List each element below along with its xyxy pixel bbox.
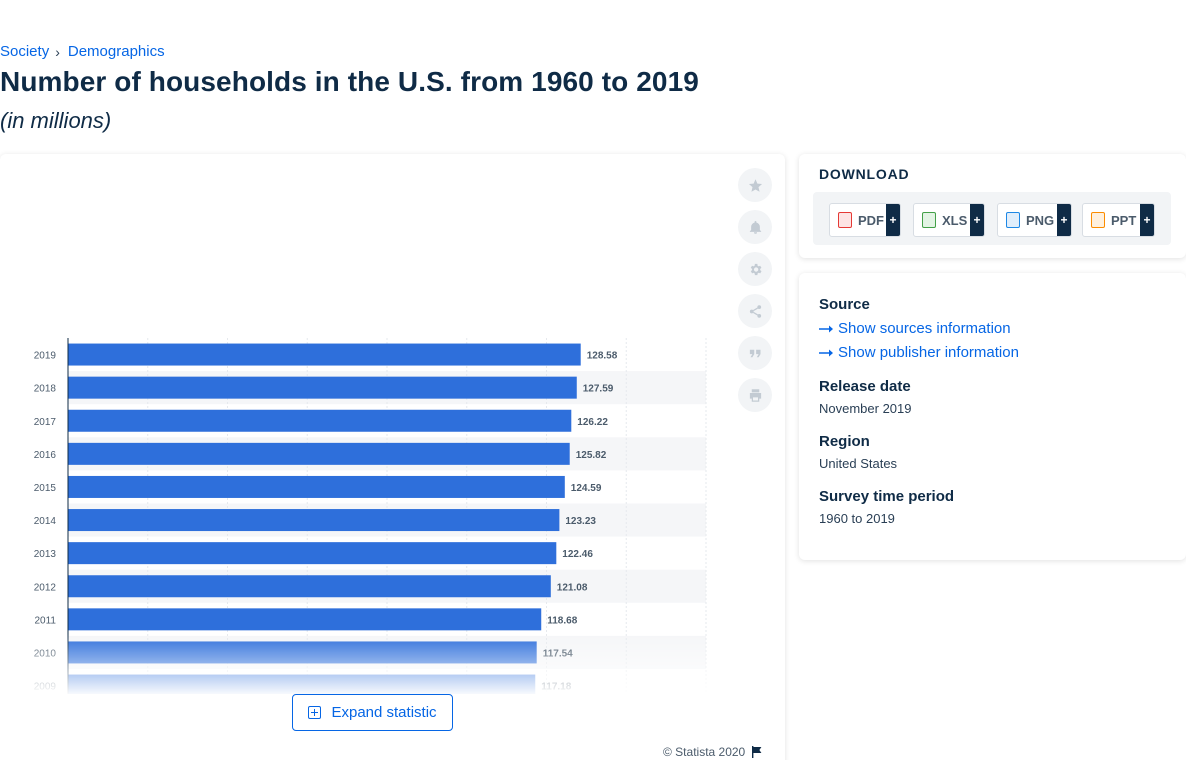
bar: [68, 674, 536, 694]
show-publisher-label: Show publisher information: [838, 344, 1019, 361]
star-icon: [748, 178, 762, 192]
plus-square-icon: [308, 706, 322, 719]
breadcrumb-separator: ›: [55, 43, 60, 60]
category-label: 2014: [34, 516, 57, 527]
bell-icon: [749, 220, 761, 234]
data-label: 128.58: [587, 351, 618, 362]
xls-file-icon: [922, 212, 936, 228]
download-title: DOWNLOAD: [819, 166, 910, 182]
category-label: 2019: [34, 351, 57, 362]
category-label: 2012: [34, 582, 57, 593]
bar: [68, 343, 581, 366]
download-pdf-plus: +: [886, 204, 900, 236]
data-label: 117.18: [541, 682, 571, 693]
arrow-right-icon: [819, 349, 833, 356]
bar: [68, 376, 577, 399]
category-label: 2013: [34, 549, 57, 560]
page-subtitle: (in millions): [0, 108, 112, 133]
data-label: 124.59: [571, 483, 602, 494]
breadcrumb: Society › Demographics: [0, 43, 165, 60]
category-label: 2017: [34, 417, 57, 428]
copyright-text: © Statista 2020: [663, 745, 746, 759]
png-file-icon: [1006, 212, 1020, 228]
release-date-heading: Release date: [819, 378, 911, 395]
category-label: 2011: [34, 615, 56, 626]
quote-icon: [749, 349, 760, 357]
category-label: 2016: [34, 450, 57, 461]
bar: [68, 608, 542, 631]
bar-chart: 2019 128.58 2018 127.59 2017 126.22 2016 125.82…: [34, 338, 707, 694]
survey-period-value: 1960 to 2019: [819, 511, 895, 526]
gear-icon: [750, 263, 761, 275]
data-label: 127.59: [583, 384, 614, 395]
share-icon: [749, 304, 761, 318]
download-xls-button[interactable]: XLS +: [913, 203, 985, 237]
page-title: Number of households in the U.S. from 19…: [0, 66, 699, 97]
show-publisher-link[interactable]: Show publisher information: [819, 344, 1019, 361]
bar: [68, 409, 572, 432]
download-png-plus: +: [1057, 204, 1071, 236]
statistic-info-card: Source Show sources information Show pub…: [799, 273, 1186, 560]
download-png-button[interactable]: PNG +: [997, 203, 1072, 237]
data-label: 122.46: [562, 549, 593, 560]
data-label: 126.22: [577, 417, 608, 428]
download-bar: PDF + XLS + PNG + PPT +: [813, 192, 1171, 245]
breadcrumb-demographics[interactable]: Demographics: [67, 43, 165, 60]
chart-card: 2019 128.58 2018 127.59 2017 126.22 2016 125.82…: [0, 154, 785, 760]
bar: [68, 542, 557, 565]
download-xls-plus: +: [970, 204, 984, 236]
data-label: 125.82: [576, 450, 607, 461]
data-label: 121.08: [557, 582, 588, 593]
ppt-file-icon: [1091, 212, 1105, 228]
region-value: United States: [819, 456, 898, 471]
notification-button[interactable]: [738, 210, 772, 244]
download-ppt-button[interactable]: PPT +: [1082, 203, 1155, 237]
chart-toolbar: [738, 168, 772, 420]
release-date-value: November 2019: [819, 401, 912, 416]
arrow-right-icon: [819, 325, 833, 332]
data-label: 118.68: [547, 615, 577, 626]
survey-period-heading: Survey time period: [819, 488, 955, 505]
print-icon: [749, 388, 761, 402]
show-sources-link[interactable]: Show sources information: [819, 320, 1011, 337]
expand-statistic-button[interactable]: Expand statistic: [292, 694, 453, 731]
download-png-label: PNG: [1026, 212, 1055, 228]
category-label: 2015: [34, 483, 57, 494]
citation-button[interactable]: [738, 336, 772, 370]
bar: [68, 475, 565, 498]
expand-statistic-label: Expand statistic: [331, 704, 437, 721]
data-label: 123.23: [565, 516, 596, 527]
category-label: 2018: [34, 384, 57, 395]
print-button[interactable]: [738, 378, 772, 412]
download-ppt-label: PPT: [1111, 212, 1137, 228]
breadcrumb-society[interactable]: Society: [0, 43, 50, 60]
bar: [68, 575, 551, 598]
region-heading: Region: [819, 433, 870, 450]
download-ppt-plus: +: [1140, 204, 1154, 236]
bar: [68, 509, 560, 532]
download-pdf-label: PDF: [858, 212, 884, 228]
download-card: DOWNLOAD PDF + XLS + PNG + PPT +: [799, 154, 1186, 258]
flag-icon[interactable]: [751, 746, 763, 758]
category-label: 2009: [34, 682, 57, 693]
data-label: 117.54: [543, 648, 573, 659]
share-button[interactable]: [738, 294, 772, 328]
download-xls-label: XLS: [942, 212, 968, 228]
favorite-button[interactable]: [738, 168, 772, 202]
settings-button[interactable]: [738, 252, 772, 286]
download-pdf-button[interactable]: PDF +: [829, 203, 901, 237]
copyright: © Statista 2020: [663, 745, 763, 759]
bar: [68, 442, 570, 465]
category-label: 2010: [34, 648, 57, 659]
source-heading: Source: [819, 296, 870, 313]
pdf-file-icon: [838, 212, 852, 228]
bar: [68, 641, 537, 664]
show-sources-label: Show sources information: [838, 320, 1011, 337]
